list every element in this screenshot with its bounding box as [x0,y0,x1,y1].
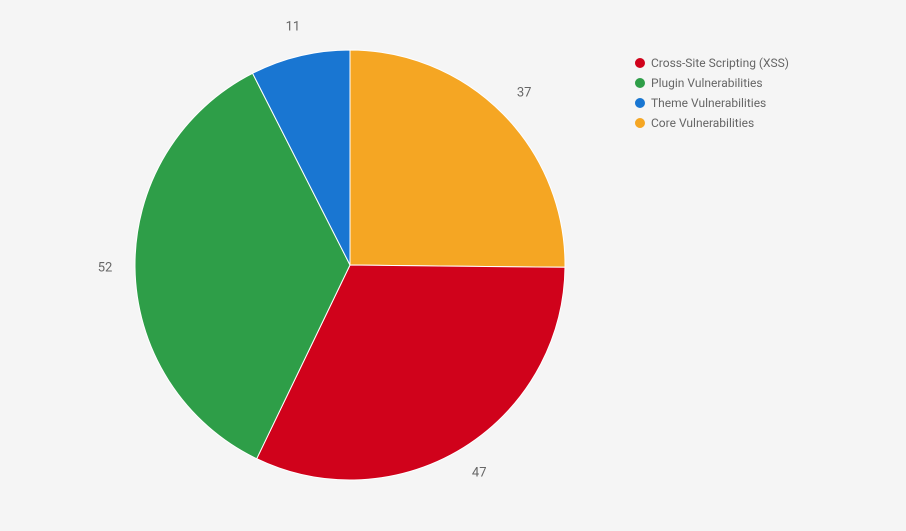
legend-swatch-icon [635,78,645,88]
legend-item[interactable]: Plugin Vulnerabilities [635,75,789,91]
legend-label: Core Vulnerabilities [651,115,754,131]
slice-label: 11 [286,19,301,34]
legend-swatch-icon [635,58,645,68]
legend-swatch-icon [635,98,645,108]
legend-swatch-icon [635,118,645,128]
slice-label: 47 [472,466,487,481]
slice-label: 37 [517,85,532,100]
pie-legend: Cross-Site Scripting (XSS) Plugin Vulnera… [635,55,789,135]
pie-slice[interactable] [350,50,565,267]
legend-label: Theme Vulnerabilities [651,95,766,111]
legend-item[interactable]: Theme Vulnerabilities [635,95,789,111]
legend-item[interactable]: Cross-Site Scripting (XSS) [635,55,789,71]
legend-label: Cross-Site Scripting (XSS) [651,55,789,71]
legend-item[interactable]: Core Vulnerabilities [635,115,789,131]
pie-chart-container: Cross-Site Scripting (XSS) Plugin Vulnera… [0,0,906,531]
legend-label: Plugin Vulnerabilities [651,75,763,91]
slice-label: 52 [98,260,113,275]
